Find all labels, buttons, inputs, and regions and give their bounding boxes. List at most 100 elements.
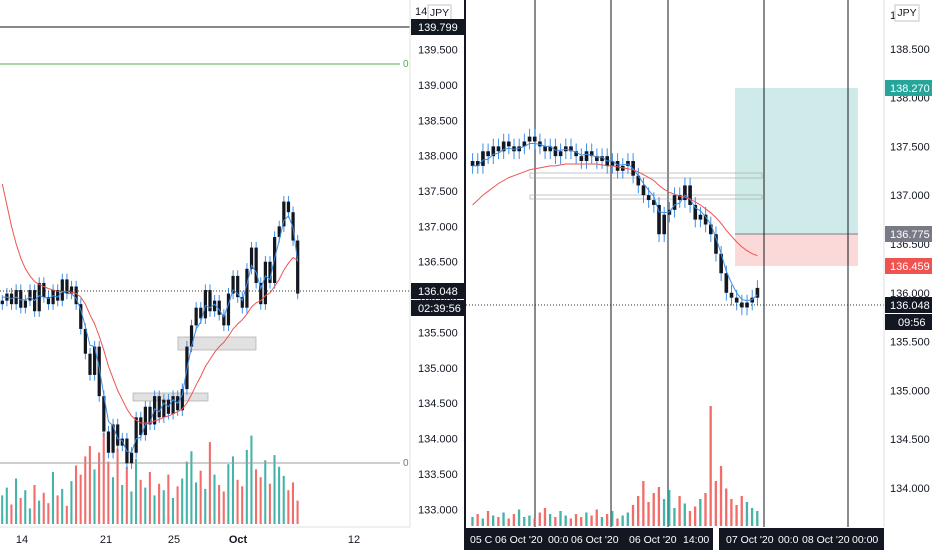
volume-bar: [740, 496, 743, 526]
candle-body: [745, 302, 749, 308]
volume-bar: [19, 498, 22, 524]
panel-divider[interactable]: [464, 0, 466, 550]
right-chart[interactable]: 134.000134.500135.000135.500136.000136.5…: [466, 0, 932, 550]
left-x-tick-label: 21: [100, 534, 112, 546]
candle-body: [501, 141, 506, 152]
right-time-axis[interactable]: [466, 528, 884, 550]
candle-body: [282, 201, 286, 227]
candle-body: [42, 282, 46, 298]
candle-body: [143, 406, 147, 436]
volume-bar: [287, 490, 290, 524]
volume-bar: [548, 514, 552, 526]
right-x-tick-label: 14:00: [683, 534, 709, 546]
volume-bar: [750, 508, 754, 526]
right-time-axis-labels: 05 C 06 Oct '20 00:0 06 Oct '20 06 Oct '…: [470, 534, 878, 546]
left-zone-box-lower[interactable]: [132, 392, 209, 402]
candle-body: [277, 226, 281, 237]
volume-bar: [162, 490, 165, 524]
candle-body: [595, 156, 599, 162]
candle-body: [134, 417, 138, 453]
candle-body: [226, 293, 231, 326]
volume-bar: [171, 498, 174, 524]
volume-bar: [42, 492, 45, 524]
candle-body: [481, 151, 485, 166]
candle-body: [240, 297, 244, 308]
right-target-zone[interactable]: [735, 88, 858, 234]
candle-body: [254, 247, 258, 283]
candle-body: [116, 424, 120, 446]
right-y-tick-label: 137.500: [890, 141, 930, 153]
left-price-axis[interactable]: 133.000 133.500 134.000 134.500 135.000 135.5…: [418, 45, 458, 517]
volume-bar: [523, 517, 526, 526]
right-x-tick-label: 00:0: [548, 534, 569, 546]
left-y-tick-label: 139.500: [418, 45, 458, 57]
candle-body: [615, 161, 620, 171]
volume-bar: [595, 509, 598, 526]
candle-body: [208, 290, 212, 312]
volume-bar: [569, 518, 573, 526]
volume-bar: [195, 482, 198, 524]
right-y-tick-label: 134.000: [890, 483, 930, 495]
left-y-tick-label: 134.000: [418, 434, 458, 446]
candle-body: [23, 300, 27, 308]
right-entry-price-label: 136.775: [890, 229, 930, 241]
candle-body: [724, 273, 729, 293]
candle-body: [486, 151, 490, 157]
candle-body: [213, 300, 217, 312]
candle-body: [139, 417, 143, 436]
candle-body: [120, 438, 124, 446]
candle-body: [37, 282, 41, 312]
candle-body: [719, 253, 723, 274]
right-zone-box-lower[interactable]: [529, 194, 763, 200]
volume-bar: [135, 459, 138, 524]
volume-bar: [107, 461, 110, 524]
candle-body: [162, 399, 166, 418]
volume-bar: [543, 508, 547, 526]
volume-bar: [153, 495, 156, 524]
right-stop-zone[interactable]: [735, 234, 858, 266]
candle-body: [222, 314, 226, 326]
left-high-price-label: 139.799: [418, 22, 458, 34]
volume-bar: [222, 491, 225, 524]
candle-body: [522, 141, 527, 147]
volume-bar: [580, 517, 583, 526]
candle-body: [662, 214, 667, 235]
candle-body: [688, 185, 692, 205]
left-y-tick-label: 135.000: [418, 363, 458, 375]
left-ma-slow-line: [1, 183, 298, 424]
left-time-axis[interactable]: 14 21 25 Oct 12: [16, 534, 360, 546]
left-volume-bars: [1, 433, 299, 524]
candle-body: [60, 279, 64, 301]
volume-bar: [296, 500, 299, 524]
candle-body: [88, 353, 92, 375]
candle-body: [610, 161, 615, 166]
right-y-tick-label: 138.500: [890, 44, 930, 56]
volume-bar: [574, 514, 578, 526]
right-x-tick-label: 06 Oct '20: [571, 534, 619, 546]
left-zone-box-upper[interactable]: [177, 336, 257, 351]
right-zone-box-upper[interactable]: [529, 172, 763, 179]
candle-body: [236, 275, 240, 298]
right-ma-fast-line: [472, 143, 758, 302]
volume-bar: [704, 493, 707, 526]
right-candles: [470, 128, 760, 316]
candle-body: [584, 151, 589, 162]
left-chart[interactable]: 0. 0 133.000 133.500 134.000 134.500 135.000…: [0, 0, 464, 546]
volume-bar: [199, 470, 202, 524]
volume-bar: [208, 442, 211, 524]
candle-body: [106, 431, 111, 453]
volume-bar: [528, 515, 531, 526]
volume-bar: [111, 477, 114, 524]
candle-body: [19, 290, 23, 308]
volume-bar: [1, 495, 4, 524]
volume-bar: [282, 475, 285, 524]
volume-bar: [725, 488, 728, 526]
volume-bar: [70, 481, 73, 524]
left-y-tick-label: 137.000: [418, 221, 458, 233]
volume-bar: [125, 466, 128, 524]
candle-body: [543, 146, 547, 152]
candle-body: [641, 185, 646, 196]
candle-body: [65, 279, 69, 294]
right-currency-badge[interactable]: [894, 4, 920, 22]
